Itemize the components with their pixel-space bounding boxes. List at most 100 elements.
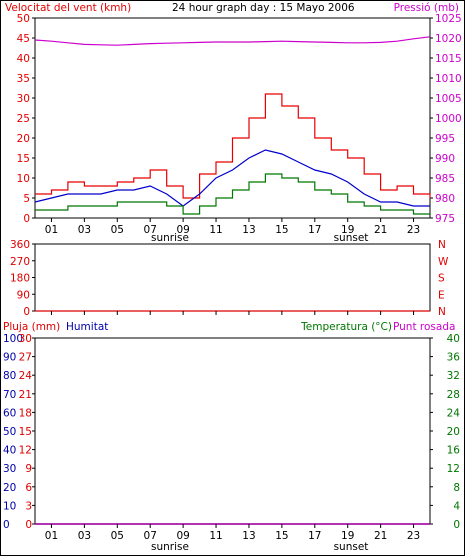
- x-tick-label-15: 15: [275, 530, 288, 542]
- wind-y-tick-label: 40: [17, 53, 30, 65]
- x-tick-label-21: 21: [374, 530, 387, 542]
- direction-y-tick-label: 90: [17, 289, 30, 301]
- rain-y-tick-label: 10: [3, 500, 16, 512]
- wind-y-tick-label: 5: [23, 193, 30, 205]
- rain-y-tick-label: 90: [3, 352, 16, 364]
- x-tick-label-13: 13: [242, 224, 255, 236]
- temperature-y-tick-label: 0: [453, 519, 460, 531]
- direction-compass-label-w: W: [438, 256, 449, 268]
- series-gust-line: [35, 93, 431, 199]
- x-tick-label-13: 13: [242, 530, 255, 542]
- x-tick-label-11: 11: [209, 224, 222, 236]
- pressure-y-tick-label: 980: [435, 193, 455, 205]
- temperature-y-tick-label: 36: [447, 352, 461, 364]
- x-tick-label-17: 17: [308, 530, 321, 542]
- sunrise-label: sunrise: [151, 232, 189, 244]
- x-tick-label-11: 11: [209, 530, 222, 542]
- temperature-y-tick-label: 32: [447, 370, 460, 382]
- temperature-y-tick-label: 28: [447, 389, 460, 401]
- x-tick-label-01: 01: [45, 224, 58, 236]
- direction-y-tick-label: 270: [10, 256, 30, 268]
- direction-compass-label-n: N: [438, 239, 446, 251]
- temperature-y-tick-label: 8: [453, 482, 460, 494]
- x-tick-label-05: 05: [111, 224, 124, 236]
- dewpoint-axis-title: Punt rosada: [393, 321, 455, 333]
- x-tick-label-05: 05: [111, 530, 124, 542]
- rain-y-tick-label: 0: [3, 519, 10, 531]
- pressure-y-tick-label: 1010: [435, 73, 462, 85]
- rain-axis-title: Pluja (mm): [3, 321, 60, 333]
- x-tick-label-19: 19: [341, 530, 354, 542]
- x-tick-label-17: 17: [308, 224, 321, 236]
- humidity-axis-title: Humitat: [66, 321, 108, 333]
- pressure-y-tick-label: 1015: [435, 53, 462, 65]
- rain-y-tick-label: 60: [3, 407, 16, 419]
- temperature-y-tick-label: 40: [447, 333, 460, 345]
- wind-y-tick-label: 15: [17, 153, 30, 165]
- wind-y-tick-label: 25: [17, 113, 30, 125]
- wind-y-tick-label: 45: [17, 33, 30, 45]
- temperature-axis-title: Temperatura (°C): [300, 321, 392, 333]
- temperature-y-tick-label: 4: [453, 500, 460, 512]
- pressure-y-tick-label: 975: [435, 213, 455, 225]
- direction-y-tick-label: 180: [10, 273, 30, 285]
- rain-y-tick-label: 80: [3, 370, 16, 382]
- wind-y-tick-label: 10: [17, 173, 30, 185]
- rain-y-tick-label: 20: [3, 482, 16, 494]
- pressure-y-tick-label: 990: [435, 153, 455, 165]
- humidity-y-tick-label: 15: [19, 426, 32, 438]
- temperature-y-tick-label: 16: [447, 445, 461, 457]
- x-tick-label-07: 07: [144, 224, 157, 236]
- sunset-label-bottom: sunset: [334, 541, 369, 553]
- pressure-y-tick-label: 985: [435, 173, 455, 185]
- humidity-y-tick-label: 24: [19, 370, 33, 382]
- rain-y-tick-label: 30: [3, 463, 16, 475]
- wind-axis-title: Velocitat del vent (kmh): [5, 2, 131, 14]
- x-tick-label-21: 21: [374, 224, 387, 236]
- x-tick-label-19: 19: [341, 224, 354, 236]
- series-min-line: [35, 173, 430, 215]
- direction-compass-label-e: E: [438, 289, 445, 301]
- humidity-y-tick-label: 9: [25, 463, 32, 475]
- wind-y-tick-label: 35: [17, 73, 30, 85]
- wind-y-tick-label: 50: [17, 13, 30, 25]
- humidity-y-tick-label: 6: [25, 482, 32, 494]
- sunrise-label-bottom: sunrise: [151, 541, 189, 553]
- direction-y-tick-label: 0: [23, 306, 30, 318]
- humidity-y-tick-label: 0: [25, 519, 32, 531]
- humidity-y-tick-label: 3: [25, 500, 32, 512]
- wind-y-tick-label: 30: [17, 93, 30, 105]
- direction-compass-label-n: N: [438, 306, 446, 318]
- humidity-y-tick-label: 12: [19, 445, 32, 457]
- x-tick-label-15: 15: [275, 224, 288, 236]
- wind-y-tick-label: 20: [17, 133, 30, 145]
- x-tick-label-03: 03: [78, 530, 91, 542]
- humidity-y-tick-label: 18: [19, 407, 32, 419]
- pressure-y-tick-label: 1020: [435, 33, 462, 45]
- rain-y-tick-label: 40: [3, 445, 16, 457]
- temperature-y-tick-label: 12: [447, 463, 460, 475]
- x-tick-label-07: 07: [144, 530, 157, 542]
- direction-compass-label-s: S: [438, 273, 445, 285]
- x-tick-label-03: 03: [78, 224, 91, 236]
- x-tick-label-09: 09: [176, 224, 189, 236]
- x-tick-label-23: 23: [407, 224, 420, 236]
- rain-y-tick-label: 100: [3, 333, 23, 345]
- sunset-label: sunset: [334, 232, 369, 244]
- humidity-y-tick-label: 27: [19, 352, 32, 364]
- rain-y-tick-label: 70: [3, 389, 16, 401]
- x-tick-label-09: 09: [176, 530, 189, 542]
- humidity-y-tick-label: 30: [19, 333, 32, 345]
- pressure-y-tick-label: 995: [435, 133, 455, 145]
- series-avg-line: [34, 149, 430, 207]
- humidity-y-tick-label: 21: [19, 389, 32, 401]
- direction-y-tick-label: 360: [10, 239, 30, 251]
- x-tick-label-23: 23: [407, 530, 420, 542]
- temperature-y-tick-label: 24: [447, 407, 461, 419]
- pressure-y-tick-label: 1025: [435, 13, 462, 25]
- temperature-y-tick-label: 20: [447, 426, 460, 438]
- x-tick-label-01: 01: [45, 530, 58, 542]
